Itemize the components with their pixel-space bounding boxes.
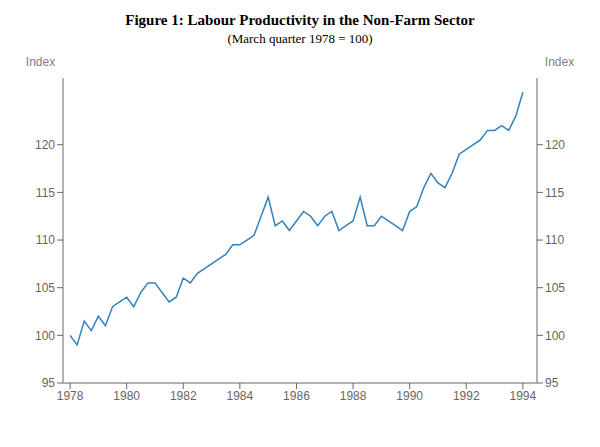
svg-text:95: 95 xyxy=(545,376,559,390)
svg-text:120: 120 xyxy=(35,138,55,152)
svg-text:100: 100 xyxy=(545,329,565,343)
svg-text:115: 115 xyxy=(545,186,564,200)
svg-text:105: 105 xyxy=(545,281,565,295)
svg-text:1980: 1980 xyxy=(113,389,140,403)
svg-text:1994: 1994 xyxy=(509,389,536,403)
svg-text:110: 110 xyxy=(36,233,55,247)
svg-text:Index: Index xyxy=(26,55,55,69)
svg-text:Index: Index xyxy=(545,55,574,69)
svg-text:115: 115 xyxy=(36,186,55,200)
svg-text:1988: 1988 xyxy=(340,389,367,403)
svg-text:105: 105 xyxy=(35,281,55,295)
svg-text:110: 110 xyxy=(545,233,564,247)
svg-text:95: 95 xyxy=(42,376,56,390)
html-text:Figure 1: Labour Productivity: Figure 1: Labour Productivity in the Non… xyxy=(125,12,475,28)
svg-text:1984: 1984 xyxy=(227,389,254,403)
html-text:(March quarter 1978 = 100): (March quarter 1978 = 100) xyxy=(227,31,373,46)
svg-text:1982: 1982 xyxy=(170,389,197,403)
svg-text:1992: 1992 xyxy=(453,389,480,403)
svg-text:1986: 1986 xyxy=(283,389,310,403)
svg-text:100: 100 xyxy=(35,329,55,343)
svg-text:1990: 1990 xyxy=(396,389,423,403)
svg-text:120: 120 xyxy=(545,138,565,152)
svg-text:1978: 1978 xyxy=(57,389,84,403)
